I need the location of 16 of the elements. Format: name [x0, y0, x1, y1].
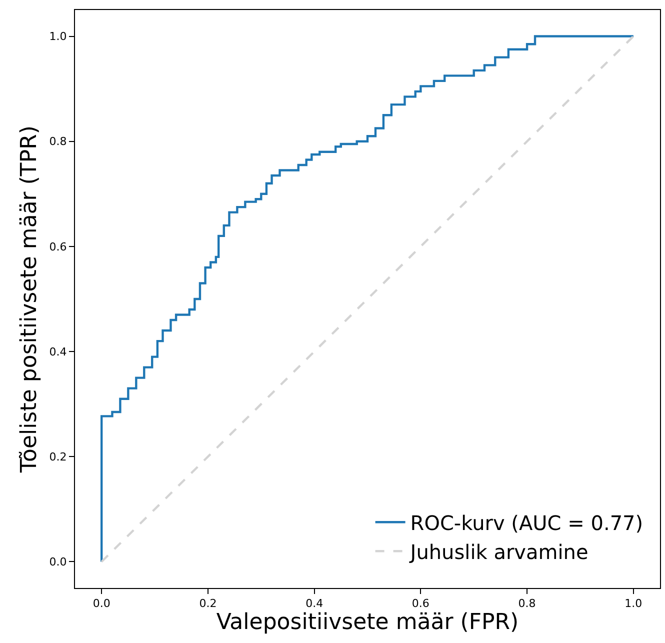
y-tick-label: 0.4	[49, 345, 67, 358]
legend-label: ROC-kurv (AUC = 0.77)	[410, 510, 644, 535]
x-tick-label: 0.8	[518, 597, 536, 610]
x-tick-label: 1.0	[624, 597, 642, 610]
y-tick-label: 0.2	[49, 450, 67, 464]
x-tick-label: 0.2	[199, 597, 217, 610]
y-axis-title: Tõeliste positiivsete määr (TPR)	[17, 125, 42, 474]
x-tick-label: 0.0	[92, 597, 110, 610]
x-tick-label: 0.4	[306, 597, 324, 610]
x-tick-label: 0.6	[412, 597, 430, 610]
y-tick-label: 0.8	[49, 135, 67, 148]
y-tick-label: 0.6	[49, 240, 67, 254]
x-axis-title: Valepositiivsete määr (FPR)	[216, 610, 519, 636]
legend-label: Juhuslik arvamine	[408, 540, 588, 564]
y-tick-label: 1.0	[49, 30, 67, 44]
y-tick-label: 0.0	[49, 556, 67, 569]
